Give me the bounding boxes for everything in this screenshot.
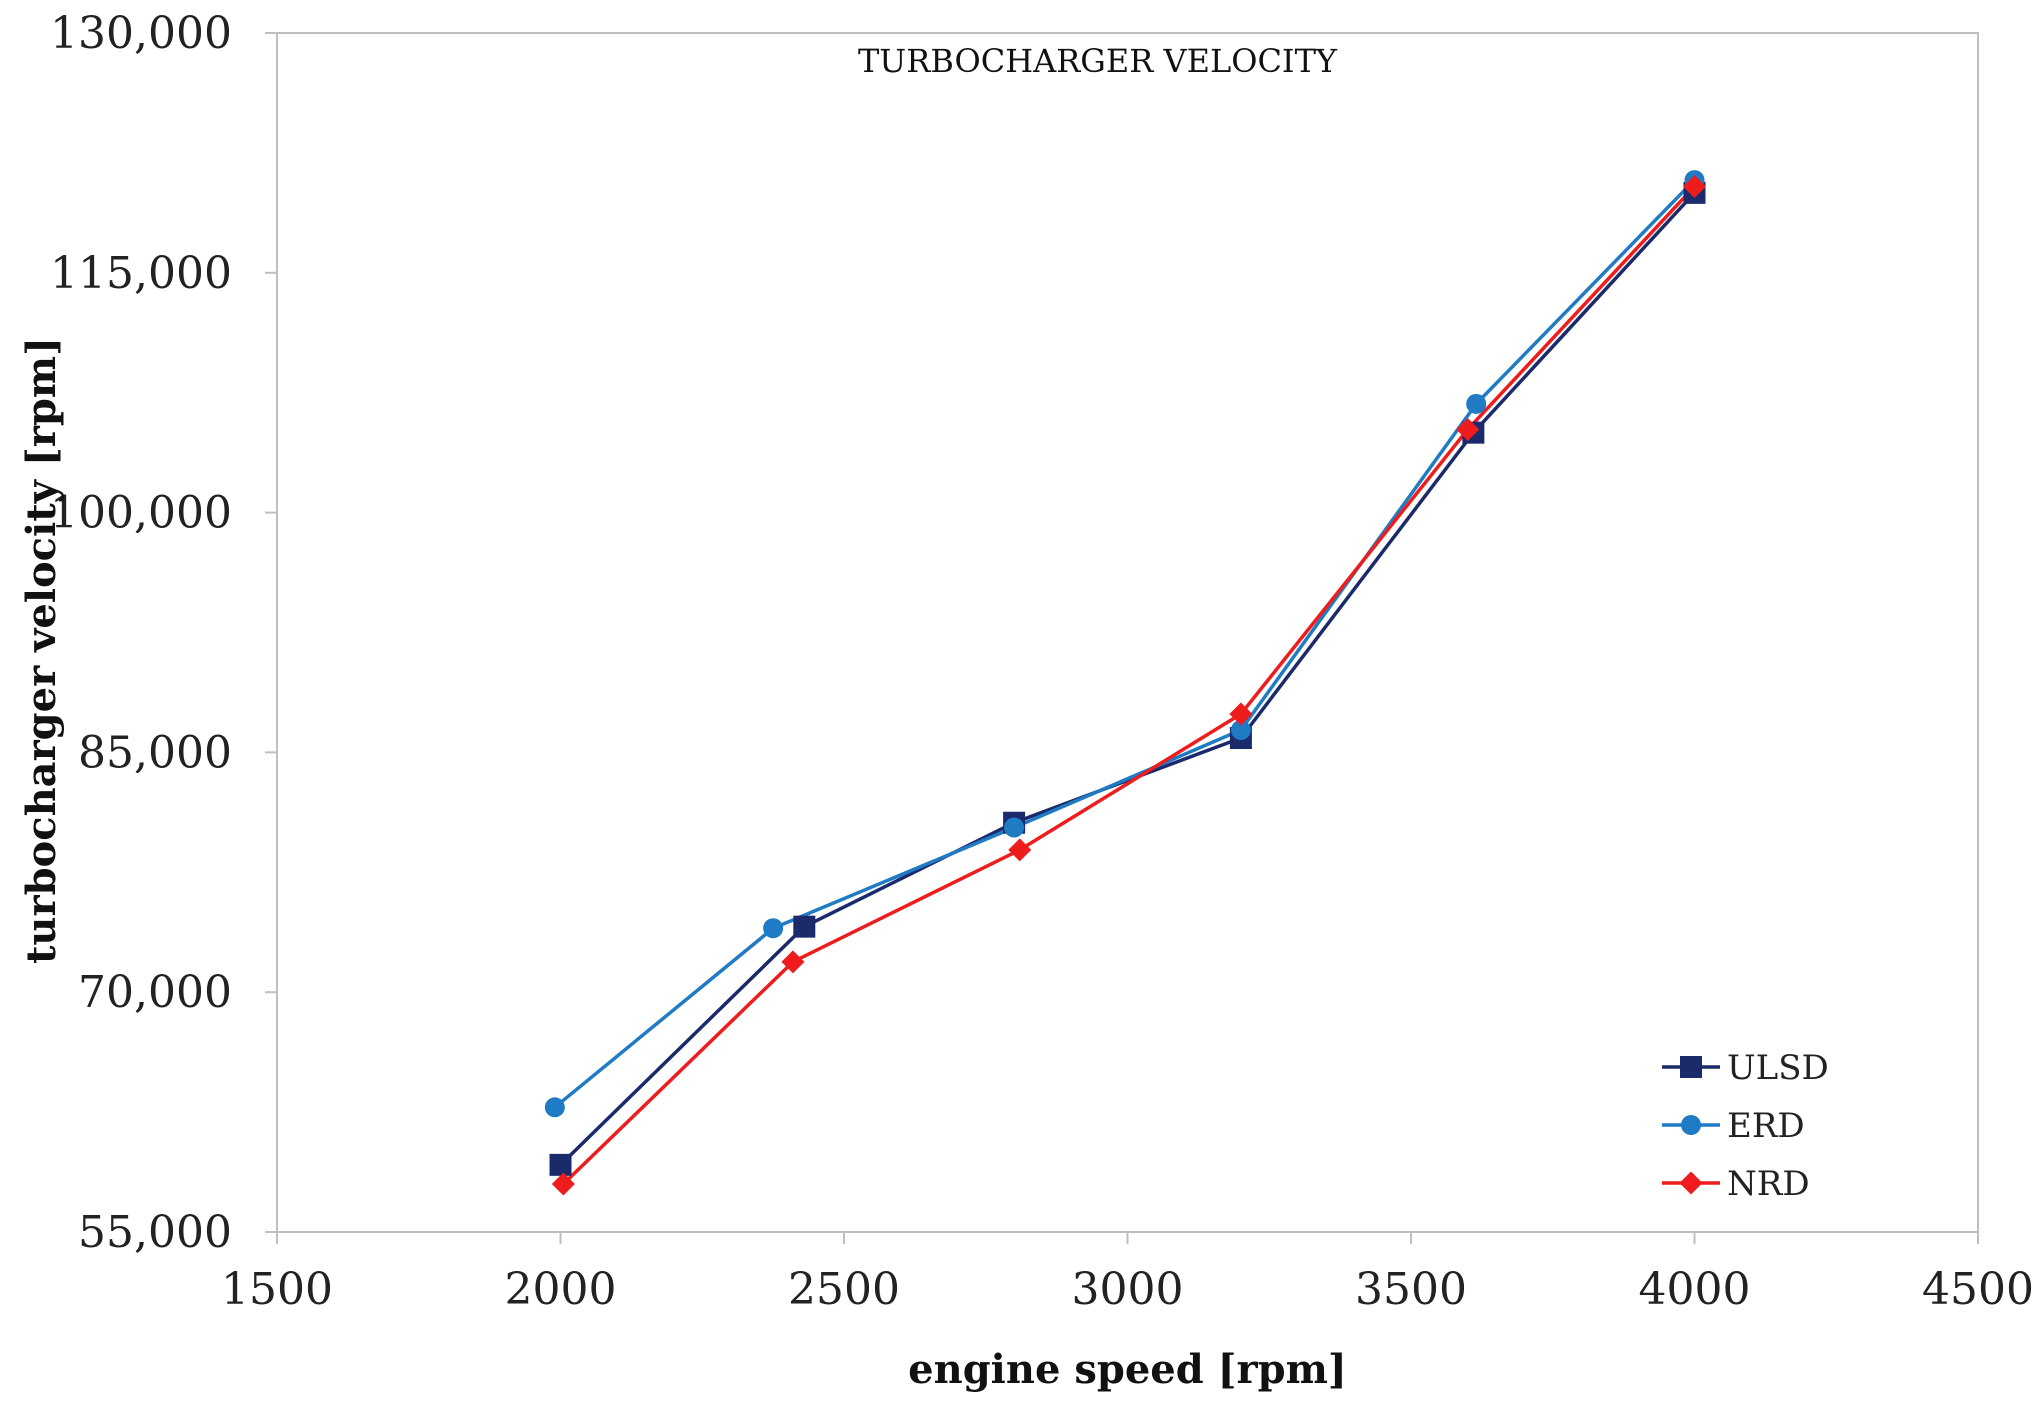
x-tick-label: 4000 (1639, 1264, 1751, 1315)
legend-label-erd: ERD (1727, 1106, 1805, 1146)
data-point-erd (763, 918, 784, 939)
chart-title: TURBOCHARGER VELOCITY (858, 42, 1338, 80)
data-point-nrd (1008, 838, 1032, 862)
data-point-nrd (1456, 417, 1480, 441)
y-tick-label: 100,000 (50, 488, 232, 539)
data-point-erd (1230, 720, 1251, 741)
x-tick-label: 4500 (1922, 1264, 2034, 1315)
x-axis-title: engine speed [rpm] (908, 1346, 1347, 1393)
legend-marker-nrd (1679, 1171, 1703, 1195)
series-line-nrd (562, 185, 1696, 1186)
x-tick-label: 3500 (1355, 1264, 1467, 1315)
legend-label-nrd: NRD (1727, 1164, 1810, 1204)
legend-marker-ulsd (1680, 1056, 1702, 1078)
legend-label-ulsd: ULSD (1727, 1048, 1829, 1088)
x-tick-label: 3000 (1072, 1264, 1184, 1315)
legend-item-nrd: NRD (1662, 1164, 1810, 1204)
legend-item-ulsd: ULSD (1662, 1048, 1829, 1088)
y-tick-label: 70,000 (78, 967, 232, 1018)
y-axis-title: turbocharger velocity [rpm] (18, 337, 65, 964)
x-tick-label: 1500 (221, 1264, 333, 1315)
data-point-ulsd (793, 915, 816, 938)
legend: ULSD ERD NRD (1662, 1048, 1829, 1204)
x-tick-label: 2000 (505, 1264, 617, 1315)
y-tick-label: 130,000 (50, 8, 232, 59)
data-point-nrd (1229, 702, 1253, 726)
data-point-nrd (551, 1172, 575, 1196)
y-tick-label: 85,000 (78, 727, 232, 778)
y-tick-label: 55,000 (78, 1207, 232, 1258)
y-tick-label: 115,000 (50, 248, 232, 299)
data-point-erd (1004, 817, 1025, 838)
data-point-nrd (1683, 174, 1706, 198)
x-tick-label: 2500 (788, 1264, 900, 1315)
data-point-ulsd (549, 1153, 572, 1176)
series-line-erd (553, 178, 1696, 1109)
legend-item-erd: ERD (1662, 1106, 1805, 1146)
data-point-erd (1466, 393, 1487, 414)
data-point-erd (544, 1097, 565, 1118)
data-point-nrd (781, 950, 805, 974)
legend-marker-erd (1681, 1115, 1701, 1135)
